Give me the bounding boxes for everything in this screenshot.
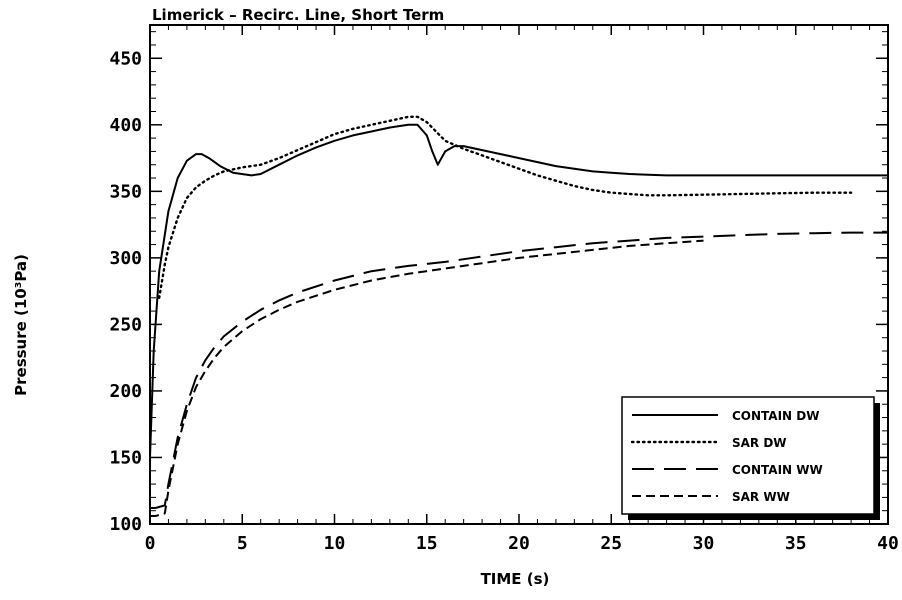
x-tick-label: 20 bbox=[508, 533, 530, 554]
y-tick-label: 350 bbox=[109, 181, 142, 202]
legend-box bbox=[621, 396, 875, 515]
y-tick-label: 200 bbox=[109, 381, 142, 402]
chart-title: Limerick – Recirc. Line, Short Term bbox=[152, 6, 444, 24]
x-tick-label: 40 bbox=[877, 533, 899, 554]
x-tick-label: 25 bbox=[600, 533, 622, 554]
x-tick-label: 0 bbox=[145, 533, 156, 554]
legend-label-contain-dw: CONTAIN DW bbox=[732, 409, 819, 423]
legend: CONTAIN DW SAR DW CONTAIN WW SAR WW bbox=[621, 396, 880, 520]
legend-label-contain-ww: CONTAIN WW bbox=[732, 463, 823, 477]
x-axis-label: TIME (s) bbox=[481, 570, 550, 588]
y-tick-label: 300 bbox=[109, 248, 142, 269]
x-tick-label: 15 bbox=[416, 533, 438, 554]
legend-label-sar-dw: SAR DW bbox=[732, 436, 787, 450]
series-line-contain-ww bbox=[150, 231, 888, 509]
y-tick-label: 100 bbox=[109, 514, 142, 535]
x-tick-label: 30 bbox=[693, 533, 715, 554]
x-tick-label: 35 bbox=[785, 533, 807, 554]
series-line-sar-ww bbox=[150, 239, 704, 517]
x-tick-label: 10 bbox=[324, 533, 346, 554]
y-tick-label: 250 bbox=[109, 314, 142, 335]
x-tick-label: 5 bbox=[237, 533, 248, 554]
series-line-sar-dw bbox=[158, 115, 853, 299]
y-tick-label: 150 bbox=[109, 447, 142, 468]
series-line-contain-dw bbox=[149, 123, 888, 458]
y-tick-label: 450 bbox=[109, 48, 142, 69]
y-tick-label: 400 bbox=[109, 115, 142, 136]
legend-label-sar-ww: SAR WW bbox=[732, 490, 790, 504]
y-axis-label: Pressure (10³Pa) bbox=[12, 254, 30, 396]
